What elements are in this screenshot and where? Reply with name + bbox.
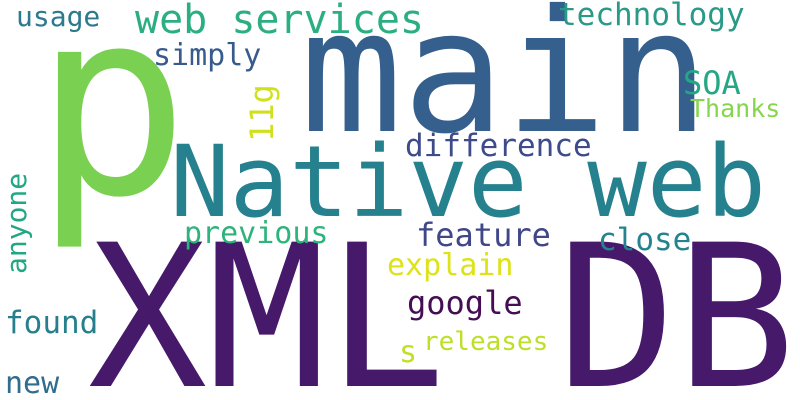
word-difference: difference: [405, 128, 592, 164]
word-feature: feature: [416, 216, 551, 254]
word-db: DB: [557, 202, 796, 400]
word-anyone: anyone: [0, 172, 33, 274]
word-found: found: [5, 305, 99, 341]
word-s: s: [399, 335, 418, 370]
word-previous: previous: [184, 216, 329, 251]
word-thanks: Thanks: [690, 94, 781, 123]
word-web-services: web services: [135, 0, 424, 43]
word-google: google: [407, 284, 523, 322]
word-soa: SOA: [683, 64, 741, 102]
word-releases: releases: [423, 327, 549, 357]
word-new: new: [5, 366, 60, 400]
word-simply: simply: [153, 38, 262, 73]
word-close: close: [598, 222, 692, 258]
word-usage: usage: [16, 0, 101, 33]
word-xml: XML: [88, 202, 446, 400]
word-technology: technology: [558, 0, 745, 33]
word-explain: explain: [387, 248, 514, 283]
word-main: main: [300, 0, 710, 172]
word-p: p: [34, 0, 190, 254]
word-11g: 11g: [243, 84, 281, 142]
word-native-web: Native web: [170, 125, 767, 240]
